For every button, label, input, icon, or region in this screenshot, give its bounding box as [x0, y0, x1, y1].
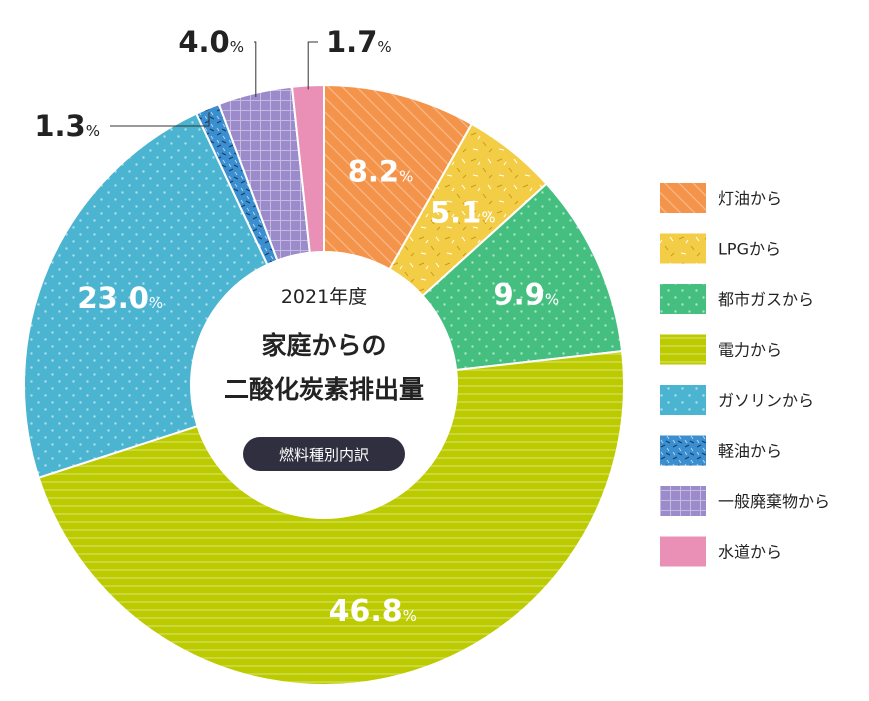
legend-item: 都市ガスから [660, 284, 814, 314]
slice-6-value-label: 1.3% [34, 109, 100, 143]
legend-label: ガソリンから [718, 391, 814, 410]
legend-swatch-texture [660, 234, 706, 264]
slice-8-value-label: 1.7% [326, 25, 392, 59]
legend-label: 電力から [718, 341, 782, 360]
legend-swatch-texture [660, 436, 706, 466]
legend-label: 軽油から [718, 442, 782, 461]
legend-label: 水道から [718, 543, 782, 562]
center-badge-label: 燃料種別内訳 [279, 446, 369, 464]
slice-8-leader-line [308, 42, 318, 89]
legend-label: LPGから [718, 240, 781, 259]
legend-item: 水道から [660, 537, 782, 567]
legend-swatch-texture [660, 284, 706, 314]
center-title-line1: 家庭からの [261, 331, 386, 360]
legend-item: ガソリンから [660, 385, 814, 415]
slice-7-value-label: 4.0% [178, 25, 244, 59]
legend-swatch-texture [660, 183, 706, 213]
legend-swatch [660, 537, 706, 567]
center-title-line2: 二酸化炭素排出量 [224, 375, 424, 404]
legend-label: 一般廃棄物から [718, 492, 830, 511]
legend-item: 灯油から [660, 183, 782, 213]
legend-swatch-texture [660, 385, 706, 415]
legend-swatch-texture [660, 335, 706, 365]
center-year: 2021年度 [281, 286, 367, 308]
legend-item: 一般廃棄物から [660, 486, 830, 516]
legend-item: LPGから [660, 234, 781, 264]
legend-item: 電力から [660, 335, 782, 365]
legend-label: 都市ガスから [718, 290, 814, 309]
legend-item: 軽油から [660, 436, 782, 466]
slice-7-leader-line [254, 42, 256, 97]
legend-label: 灯油から [718, 189, 782, 208]
legend-swatch-texture [660, 486, 706, 516]
